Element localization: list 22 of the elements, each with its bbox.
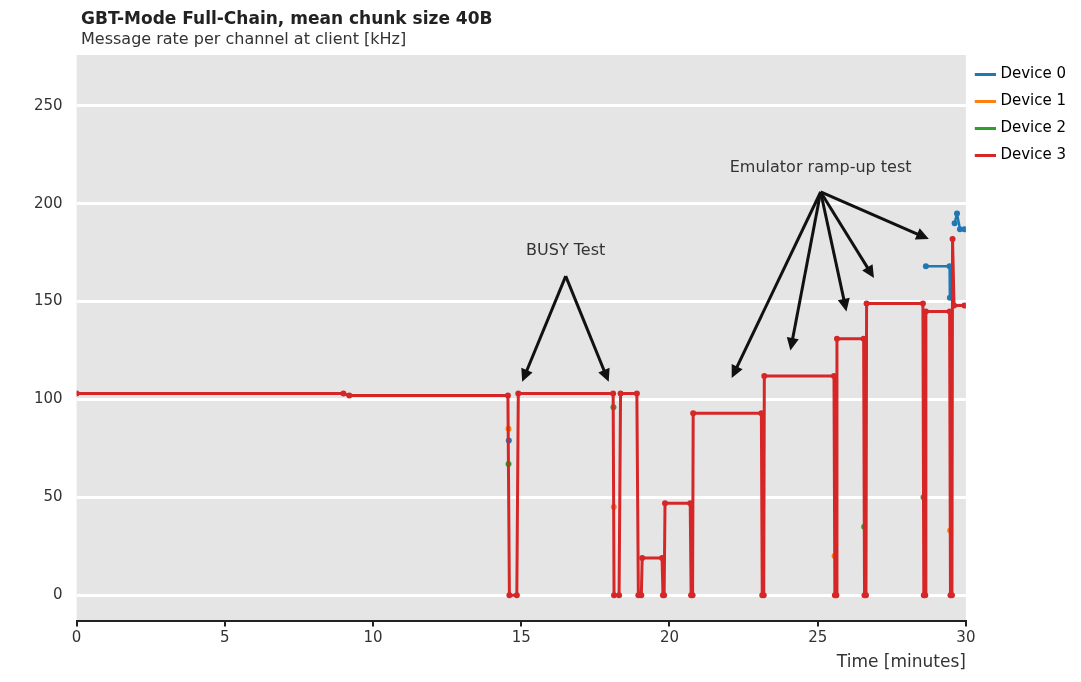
legend-label: Device 0	[1000, 64, 1067, 83]
annotation: Emulator ramp-up test	[729, 157, 912, 177]
y-tick-label: 0	[53, 585, 63, 604]
x-tick-label: 0	[71, 628, 82, 647]
annotation: BUSY Test	[526, 239, 606, 259]
legend-label: Device 3	[1000, 145, 1067, 164]
x-tick-label: 5	[220, 628, 230, 647]
y-tick-label: 100	[33, 389, 63, 408]
legend-label: Device 1	[1000, 91, 1067, 110]
x-tick-label: 20	[659, 628, 680, 647]
y-tick-label: 50	[43, 487, 63, 506]
legend-label: Device 2	[1000, 118, 1067, 137]
y-tick-label: 150	[33, 291, 63, 310]
x-tick-label: 25	[808, 628, 828, 647]
x-tick-label: 10	[363, 628, 383, 647]
y-tick-label: 200	[33, 193, 63, 212]
y-tick-label: 250	[33, 95, 63, 114]
chart-subtitle: Message rate per channel at client [kHz]	[81, 29, 407, 48]
chart-title: GBT-Mode Full-Chain, mean chunk size 40B	[81, 8, 493, 28]
x-tick-label: 15	[511, 628, 531, 647]
x-tick-label: 30	[956, 628, 976, 647]
x-axis-title: Time [minutes]	[835, 651, 966, 672]
